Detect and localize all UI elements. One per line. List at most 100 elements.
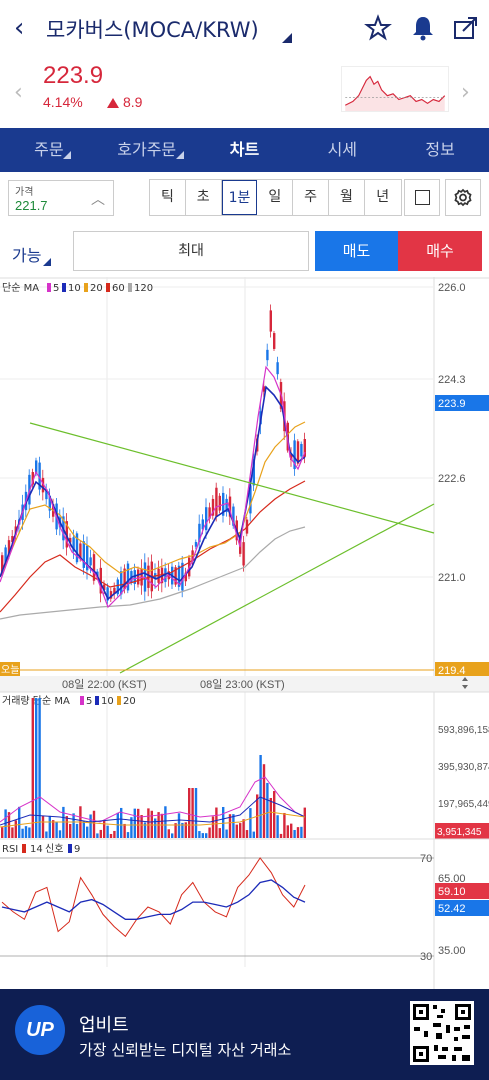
volume-bar <box>72 813 75 838</box>
volume-bar <box>106 825 109 838</box>
available-dropdown-icon[interactable] <box>43 258 51 266</box>
volume-bar <box>174 823 177 838</box>
candle-body <box>228 496 232 517</box>
interval-day[interactable]: 일 <box>257 180 294 215</box>
bell-icon[interactable] <box>409 14 437 42</box>
volume-bar <box>222 806 225 838</box>
share-icon[interactable] <box>451 14 479 42</box>
tab-orderbook-order[interactable]: 호가주문 <box>98 128 196 172</box>
interval-1min[interactable]: 1분 <box>221 180 258 215</box>
volume-bar <box>296 827 300 838</box>
tab-orderbook-caret <box>175 151 184 159</box>
price-selector[interactable]: 가격 221.7 ︿ <box>8 180 114 216</box>
volume-bar <box>154 818 157 838</box>
candle-body <box>35 460 38 474</box>
volume-bar <box>181 822 184 838</box>
volume-bar <box>58 830 62 838</box>
volume-bar <box>11 827 14 838</box>
rsi-signal-label: 신호 <box>45 843 63 855</box>
volume-bar <box>194 788 198 838</box>
candle-body <box>143 562 147 592</box>
available-selector[interactable]: 가능 <box>12 246 42 265</box>
resize-handle-icon[interactable] <box>462 677 468 689</box>
volume-bar <box>201 833 204 838</box>
rsi-legend: RSI 14 신호 9 <box>2 843 80 855</box>
tab-info[interactable]: 정보 <box>391 128 489 172</box>
interval-week[interactable]: 주 <box>293 180 329 215</box>
ma20-label: 20 <box>90 283 103 294</box>
market-title[interactable]: 모카버스(MOCA/KRW) <box>46 18 259 42</box>
volume-bar <box>1 827 4 838</box>
rsi-tick-30: 30 <box>420 951 432 963</box>
gear-icon <box>454 188 472 207</box>
settings-button[interactable] <box>445 179 481 216</box>
volume-bar <box>273 791 276 838</box>
rsi-tick-65: 65.00 <box>438 873 466 885</box>
up-triangle-icon <box>107 98 119 108</box>
volume-bar <box>82 820 85 838</box>
upbit-banner[interactable]: UP 업비트 가장 신뢰받는 디지털 자산 거래소 <box>0 989 489 1080</box>
volume-bar <box>188 788 191 838</box>
volume-bar <box>35 698 38 838</box>
price-tick-4: 221.0 <box>438 572 466 584</box>
volume-bar <box>228 814 232 838</box>
next-market-icon[interactable]: › <box>461 80 470 105</box>
drawing-tool-button[interactable] <box>404 179 440 216</box>
sparkline-chart[interactable] <box>341 66 449 112</box>
candle-body <box>86 545 89 571</box>
vol-ma20-label: 20 <box>123 696 136 707</box>
title-dropdown-icon[interactable] <box>282 33 292 43</box>
candle-body <box>218 495 221 511</box>
volume-bar <box>103 820 106 838</box>
price-tick-1: 226.0 <box>438 282 466 294</box>
ma10-line <box>0 385 306 601</box>
volume-bar <box>300 826 303 838</box>
back-icon[interactable]: ‹ <box>14 13 25 43</box>
sell-button[interactable]: 매도 <box>315 231 398 271</box>
buy-button[interactable]: 매수 <box>398 231 482 271</box>
ma5-line <box>0 365 306 609</box>
candle-body <box>65 521 68 548</box>
vol-ma10-label: 10 <box>101 696 114 707</box>
volume-bar <box>232 814 235 838</box>
volume-bar <box>133 808 136 838</box>
tab-order[interactable]: 주문 <box>0 128 98 172</box>
volume-bar <box>140 815 143 838</box>
interval-selector: 틱 초 1분 일 주 월 년 <box>149 179 402 216</box>
candle-body <box>252 458 255 486</box>
star-icon[interactable] <box>364 14 392 42</box>
candle-body <box>201 519 204 530</box>
candle-body <box>96 571 99 577</box>
volume-bar <box>171 833 174 838</box>
volume-bar <box>45 831 48 838</box>
volume-bar <box>4 809 7 838</box>
volume-bar <box>137 808 140 838</box>
rsi-tick-35: 35.00 <box>438 945 466 957</box>
prev-market-icon[interactable]: ‹ <box>14 80 23 105</box>
candle-body <box>266 349 269 361</box>
volume-bar <box>123 823 126 838</box>
time-axis-bar <box>0 676 489 692</box>
volume-bar <box>147 808 150 838</box>
volume-bar <box>86 826 89 838</box>
time-label-1: 08일 22:00 (KST) <box>62 677 147 691</box>
price-chart[interactable]: 단순 MA 5 10 20 60 120 226.0 224.3 222.6 2… <box>0 277 489 989</box>
interval-second[interactable]: 초 <box>185 180 222 215</box>
candle-body <box>296 441 300 464</box>
volume-bar <box>120 807 123 838</box>
interval-month[interactable]: 월 <box>328 180 365 215</box>
interval-tick[interactable]: 틱 <box>150 180 186 215</box>
time-label-2: 08일 23:00 (KST) <box>200 677 285 691</box>
tab-market-price-label: 시세 <box>327 140 358 159</box>
candle-body <box>126 563 130 591</box>
interval-year[interactable]: 년 <box>364 180 401 215</box>
tab-chart[interactable]: 차트 <box>196 128 294 172</box>
volume-tag <box>435 823 489 839</box>
today-price-tag-text: 219.4 <box>438 665 466 677</box>
max-quantity-button[interactable]: 최대 <box>73 231 309 271</box>
tab-market-price[interactable]: 시세 <box>293 128 391 172</box>
volume-bar <box>21 828 24 838</box>
candle-body <box>79 543 82 559</box>
candle-body <box>45 489 48 500</box>
volume-bar <box>205 833 208 838</box>
